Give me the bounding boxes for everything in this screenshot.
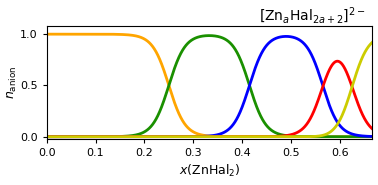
X-axis label: $x(\mathrm{ZnHal}_2)$: $x(\mathrm{ZnHal}_2)$ <box>179 163 240 179</box>
Y-axis label: $n_{\mathrm{anion}}$: $n_{\mathrm{anion}}$ <box>6 66 19 99</box>
Text: $[\mathrm{Zn}_a\mathrm{Hal}_{2a+2}]^{2-}$: $[\mathrm{Zn}_a\mathrm{Hal}_{2a+2}]^{2-}… <box>259 6 366 26</box>
